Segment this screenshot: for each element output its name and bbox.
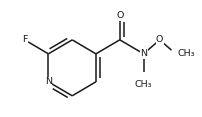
Text: N: N [45,77,52,86]
Text: O: O [116,11,123,20]
Text: O: O [155,35,163,44]
Text: CH₃: CH₃ [134,80,152,89]
Text: F: F [22,35,27,44]
Text: CH₃: CH₃ [177,49,194,58]
Text: N: N [139,49,146,58]
